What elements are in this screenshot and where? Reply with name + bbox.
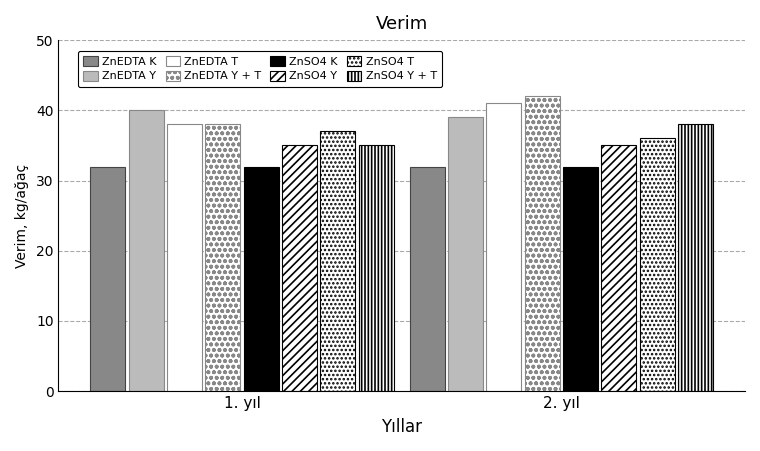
Bar — [640, 138, 675, 391]
Bar — [205, 124, 240, 391]
Bar — [320, 131, 356, 391]
Bar — [410, 166, 445, 391]
Bar — [563, 166, 598, 391]
Bar — [90, 166, 125, 391]
Bar — [244, 166, 279, 391]
Title: Verim: Verim — [375, 15, 428, 33]
Legend: ZnEDTA K, ZnEDTA Y, ZnEDTA T, ZnEDTA Y + T, ZnSO4 K, ZnSO4 Y, ZnSO4 T, ZnSO4 Y +: ZnEDTA K, ZnEDTA Y, ZnEDTA T, ZnEDTA Y +… — [78, 51, 442, 87]
Bar — [359, 145, 394, 391]
Bar — [601, 145, 636, 391]
X-axis label: Yıllar: Yıllar — [382, 418, 423, 436]
Bar — [448, 117, 483, 391]
Bar — [128, 110, 164, 391]
Y-axis label: Verim, kg/ağaç: Verim, kg/ağaç — [15, 164, 29, 268]
Bar — [524, 96, 560, 391]
Bar — [678, 124, 713, 391]
Bar — [282, 145, 317, 391]
Bar — [167, 124, 202, 391]
Bar — [486, 103, 521, 391]
